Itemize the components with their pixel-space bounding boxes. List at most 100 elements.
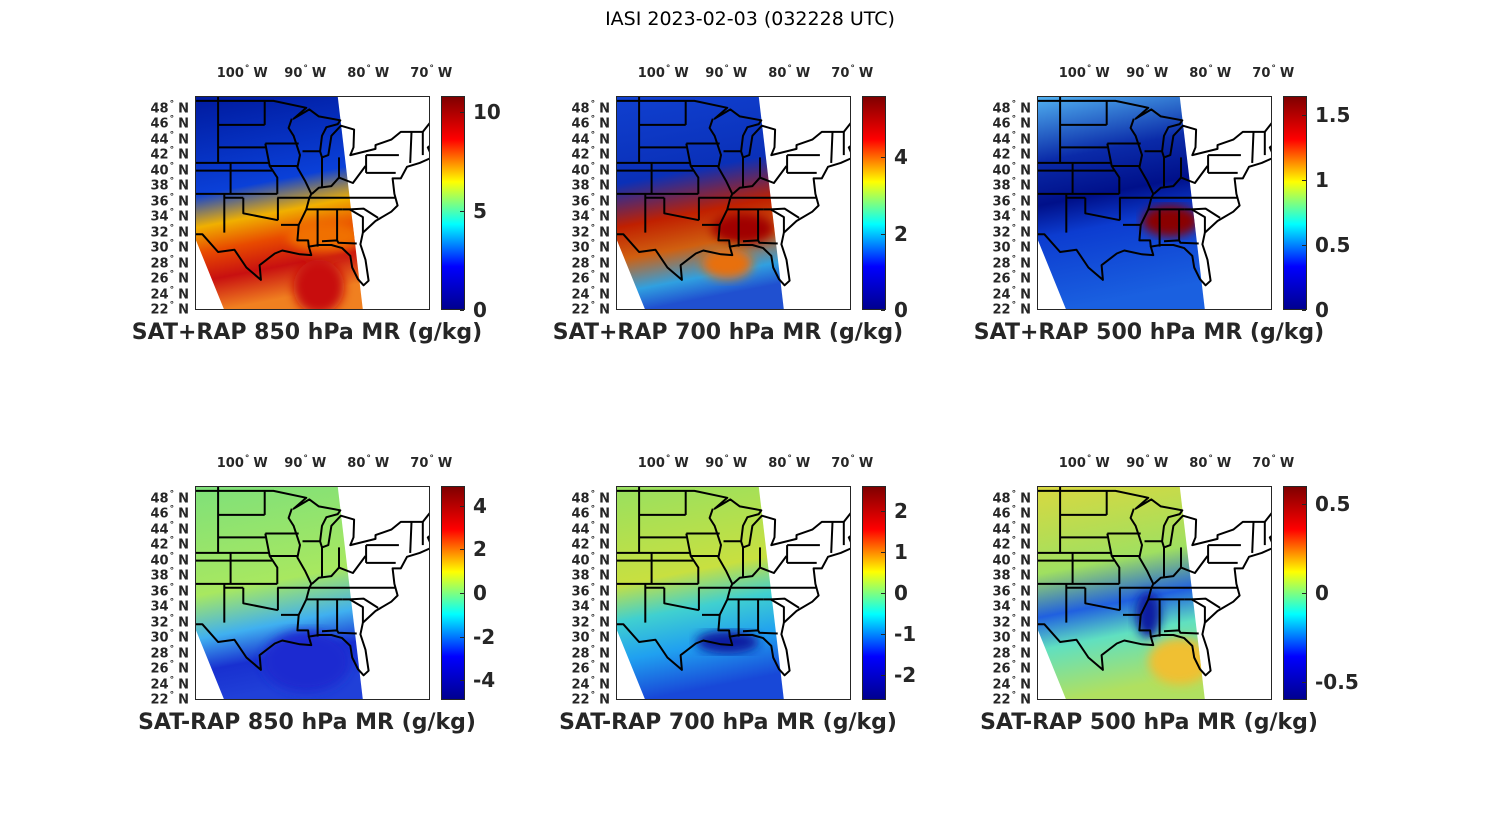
colorbar-tick-label: 0 — [1315, 298, 1329, 322]
latitude-label: 40° N — [150, 161, 189, 179]
map-plot-area — [195, 96, 430, 310]
latitude-label: 26° N — [150, 269, 189, 287]
state-boundary — [732, 165, 788, 195]
longitude-label: 80° W — [1189, 64, 1232, 81]
longitude-label: 100° W — [216, 454, 268, 471]
state-boundary — [287, 508, 313, 616]
map-panel: 0 0.5 1 1.5 48° N 46° N 44° N 42° N 40° N 38° N 36° N 34° N… — [974, 64, 1351, 345]
map-panel: 0 5 10 48° N 46° N 44° N 42° N 40° N 38° N 36° N 34° N 32° N… — [132, 64, 501, 345]
state-boundary — [1184, 207, 1221, 219]
colorbar-tick-mark — [881, 675, 885, 677]
colorbar-tick-label: 10 — [473, 99, 501, 124]
state-boundary — [1191, 208, 1206, 233]
colorbar-tick-label: -4 — [473, 668, 496, 693]
latitude-label: 36° N — [150, 192, 189, 210]
data-anomaly-region — [1148, 638, 1205, 685]
latitude-label: 34° N — [992, 597, 1031, 615]
latitude-label: 44° N — [571, 130, 610, 148]
map-svg — [617, 97, 850, 309]
latitude-label: 40° N — [571, 161, 610, 179]
latitude-label: 48° N — [150, 489, 189, 507]
latitude-label: 26° N — [150, 659, 189, 677]
colorbar-tick-mark — [460, 636, 464, 638]
state-boundary — [321, 629, 357, 635]
state-boundary — [321, 239, 357, 245]
state-boundary — [1153, 555, 1209, 585]
colorbar-tick-label: -2 — [894, 663, 917, 688]
latitude-label: 22° N — [992, 300, 1031, 318]
latitude-label: 42° N — [571, 535, 610, 553]
state-boundary — [1163, 239, 1199, 245]
latitude-label: 36° N — [571, 582, 610, 600]
latitude-label: 36° N — [992, 582, 1031, 600]
map-panel: -0.5 0 0.5 48° N 46° N 44° N 42° N 40° N 38° N 36° N 34° N… — [980, 454, 1359, 735]
latitude-label: 30° N — [571, 628, 610, 646]
latitude-label: 36° N — [571, 192, 610, 210]
latitude-label: 34° N — [150, 597, 189, 615]
latitude-label: 40° N — [992, 161, 1031, 179]
latitude-label: 48° N — [992, 99, 1031, 117]
colorbar-tick-mark — [460, 505, 464, 507]
latitude-label: 48° N — [571, 489, 610, 507]
map-plot-area — [616, 486, 851, 700]
latitude-label: 46° N — [571, 504, 610, 522]
latitude-label: 40° N — [992, 551, 1031, 569]
latitude-label: 28° N — [571, 254, 610, 272]
colorbar-tick-label: 5 — [473, 198, 487, 223]
longitude-label: 80° W — [768, 64, 811, 81]
latitude-label: 22° N — [150, 690, 189, 708]
latitude-label: 46° N — [150, 504, 189, 522]
colorbar-tick-mark — [881, 634, 885, 636]
latitude-label: 22° N — [571, 690, 610, 708]
longitude-label: 70° W — [1252, 454, 1295, 471]
longitude-label: 80° W — [1189, 454, 1232, 471]
map-panel: -4 -2 0 2 4 48° N 46° N 44° N 42° N 40° N 38° N 36° N 34° N 3… — [138, 454, 495, 735]
longitude-label: 90° W — [705, 64, 748, 81]
latitude-label: 48° N — [992, 489, 1031, 507]
latitude-label: 38° N — [992, 566, 1031, 584]
latitude-label: 38° N — [571, 566, 610, 584]
latitude-label: 46° N — [150, 114, 189, 132]
colorbar-tick-mark — [1302, 245, 1306, 247]
map-svg — [617, 487, 850, 699]
state-boundary — [342, 207, 379, 219]
state-boundary — [663, 197, 700, 222]
colorbar — [441, 96, 465, 310]
latitude-label: 26° N — [992, 659, 1031, 677]
colorbar-tick-label: 0.5 — [1315, 233, 1351, 258]
colorbar-tick-label: -0.5 — [1315, 670, 1359, 695]
state-boundary — [717, 224, 731, 247]
state-boundary — [617, 99, 850, 287]
colorbar-tick-mark — [1302, 310, 1306, 311]
map-svg — [1038, 97, 1271, 309]
colorbar-tick-label: 0 — [894, 298, 908, 322]
longitude-label: 100° W — [637, 64, 689, 81]
longitude-label: 70° W — [1252, 64, 1295, 81]
latitude-label: 46° N — [992, 504, 1031, 522]
state-boundary — [1038, 489, 1271, 677]
colorbar-tick-label: 1.5 — [1315, 103, 1351, 128]
state-boundary — [685, 143, 700, 194]
latitude-label: 46° N — [992, 114, 1031, 132]
colorbar-tick-label: 4 — [473, 493, 487, 518]
latitude-label: 42° N — [571, 145, 610, 163]
state-boundary — [732, 555, 788, 585]
state-boundary — [196, 99, 429, 287]
colorbar-tick-label: 0 — [894, 581, 908, 605]
longitude-label: 90° W — [1126, 64, 1169, 81]
longitude-label: 80° W — [347, 64, 390, 81]
state-boundary — [409, 131, 413, 163]
colorbar-tick-label: -1 — [894, 622, 917, 647]
latitude-label: 34° N — [571, 207, 610, 225]
colorbar-tick-mark — [1302, 503, 1306, 505]
map-svg — [196, 97, 429, 309]
colorbar — [1283, 96, 1307, 310]
latitude-label: 24° N — [992, 285, 1031, 303]
latitude-label: 28° N — [992, 254, 1031, 272]
longitude-label: 70° W — [831, 64, 874, 81]
latitude-label: 30° N — [150, 238, 189, 256]
state-boundary — [617, 489, 850, 677]
latitude-label: 48° N — [150, 99, 189, 117]
panel-title: SAT+RAP 500 hPa MR (g/kg) — [973, 320, 1325, 345]
colorbar-tick-label: 0 — [473, 298, 487, 322]
